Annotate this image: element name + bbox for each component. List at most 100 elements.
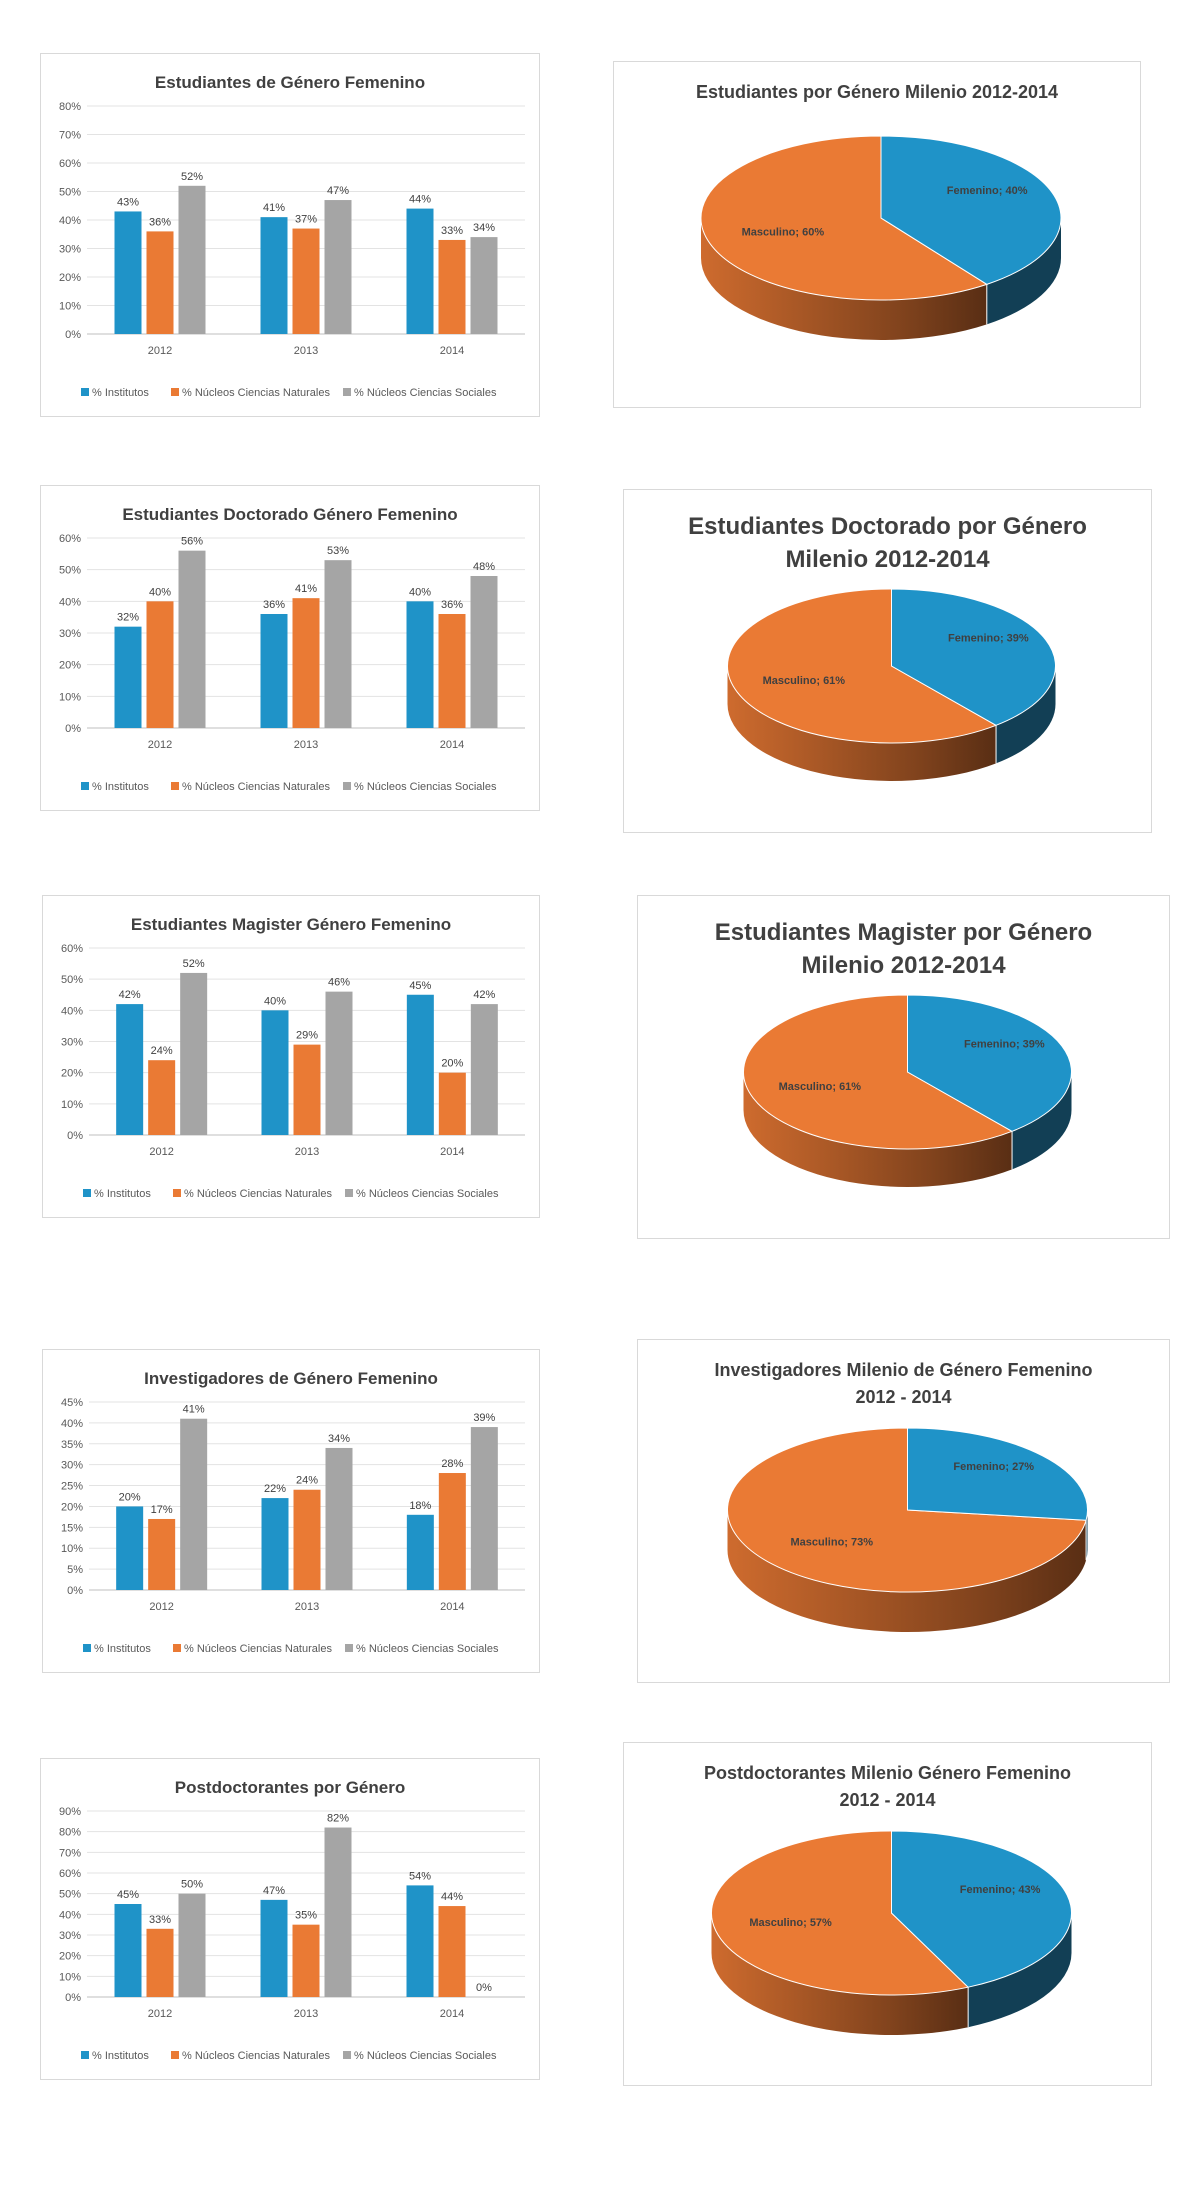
data-label: Masculino; 61%: [763, 675, 846, 687]
x-tick-label: 2014: [440, 1146, 464, 1158]
y-tick-label: 10%: [59, 1971, 81, 1983]
chart-title: 2012 - 2014: [855, 1387, 951, 1407]
data-label: 22%: [264, 1483, 286, 1495]
legend-swatch: [171, 388, 179, 396]
x-tick-label: 2013: [294, 739, 318, 751]
legend-swatch: [343, 388, 351, 396]
data-label: 20%: [119, 1491, 141, 1503]
bar-chart-postdoctorantes: Postdoctorantes por Género 0% 10% 20% 30% 40%…: [40, 1758, 540, 2080]
y-tick-label: 80%: [59, 1827, 81, 1839]
chart-title: Milenio 2012-2014: [785, 546, 990, 573]
data-label: 53%: [327, 545, 349, 557]
chart-title: Investigadores Milenio de Género Femenin…: [714, 1360, 1092, 1380]
y-tick-label: 60%: [59, 1868, 81, 1880]
chart-title: 2012 - 2014: [839, 1790, 935, 1810]
data-label: 36%: [441, 599, 463, 611]
x-tick-label: 2012: [149, 1601, 173, 1613]
bar-0-1: [260, 1899, 288, 1997]
y-tick-label: 10%: [61, 1099, 83, 1111]
pie-chart-estudiantes: Estudiantes por Género Milenio 2012-2014…: [613, 61, 1141, 408]
y-tick-label: 50%: [59, 187, 81, 199]
bar-1-2: [438, 1473, 466, 1590]
y-tick-label: 40%: [61, 1005, 83, 1017]
bar-2-2: [470, 237, 498, 334]
y-tick-label: 20%: [61, 1501, 83, 1513]
masculino-side: [727, 1510, 1087, 1633]
data-label: Femenino; 39%: [948, 633, 1029, 645]
data-label: 33%: [441, 225, 463, 237]
y-tick-label: 0%: [65, 723, 81, 735]
data-label: 46%: [328, 977, 350, 989]
bar-1-2: [438, 614, 466, 728]
x-tick-label: 2013: [294, 345, 318, 357]
bar-2-0: [180, 972, 208, 1135]
data-label: 40%: [149, 586, 171, 598]
bar-1-1: [293, 1044, 321, 1135]
y-tick-label: 0%: [65, 329, 81, 341]
bar-1-2: [438, 239, 466, 334]
data-label: 34%: [473, 222, 495, 234]
y-tick-label: 50%: [59, 1889, 81, 1901]
data-label: 56%: [181, 536, 203, 548]
data-label: 52%: [183, 958, 205, 970]
data-label: 44%: [409, 194, 431, 206]
data-label: 37%: [295, 214, 317, 226]
y-tick-label: 30%: [59, 628, 81, 640]
y-tick-label: 20%: [61, 1068, 83, 1080]
x-tick-label: 2014: [440, 739, 464, 751]
legend-entry: % Núcleos Ciencias Sociales: [356, 1188, 499, 1200]
y-tick-label: 10%: [61, 1543, 83, 1555]
chart-title: Estudiantes de Género Femenino: [155, 73, 425, 92]
data-label: 35%: [295, 1910, 317, 1922]
legend-entry: % Institutos: [94, 1643, 151, 1655]
bar-2-1: [325, 1447, 353, 1590]
data-label: 45%: [409, 980, 431, 992]
bar-2-0: [178, 1893, 206, 1997]
masculino-slice: [743, 994, 1014, 1150]
chart-title: Investigadores de Género Femenino: [144, 1369, 438, 1388]
y-tick-label: 10%: [59, 691, 81, 703]
data-label: 40%: [264, 995, 286, 1007]
data-label: 48%: [473, 561, 495, 573]
legend-entry: % Institutos: [94, 1188, 151, 1200]
y-tick-label: 20%: [59, 660, 81, 672]
legend-entry: % Núcleos Ciencias Naturales: [182, 2050, 330, 2062]
data-label: 42%: [119, 989, 141, 1001]
bar-2-0: [178, 550, 206, 728]
pie-chart-magister: Estudiantes Magister por Género Milenio 2…: [637, 895, 1170, 1239]
data-label: 41%: [183, 1404, 205, 1416]
bar-0-1: [261, 1010, 289, 1135]
y-tick-label: 30%: [59, 244, 81, 256]
legend-swatch: [171, 2051, 179, 2059]
bar-0-2: [406, 208, 434, 334]
masculino-slice: [727, 588, 998, 744]
y-tick-label: 50%: [59, 565, 81, 577]
bar-1-2: [438, 1906, 466, 1997]
legend-entry: % Núcleos Ciencias Naturales: [182, 387, 330, 399]
data-label: 44%: [441, 1891, 463, 1903]
masculino-slice: [711, 1830, 970, 1996]
x-tick-label: 2012: [148, 345, 172, 357]
legend-swatch: [173, 1189, 181, 1197]
y-tick-label: 40%: [59, 1909, 81, 1921]
y-tick-label: 20%: [59, 272, 81, 284]
data-label: Femenino; 27%: [953, 1461, 1034, 1473]
data-label: 41%: [295, 583, 317, 595]
chart-title: Estudiantes Magister por Género: [715, 919, 1092, 946]
bar-chart-magister: Estudiantes Magister Género Femenino 0% 10…: [42, 895, 540, 1218]
y-tick-label: 60%: [61, 943, 83, 955]
legend-swatch: [343, 2051, 351, 2059]
bar-0-2: [406, 1885, 434, 1997]
data-label: 47%: [327, 185, 349, 197]
data-label: 50%: [181, 1879, 203, 1891]
bar-1-1: [292, 228, 320, 334]
femenino-side: [986, 218, 1061, 325]
y-tick-label: 20%: [59, 1951, 81, 1963]
x-tick-label: 2012: [148, 739, 172, 751]
legend-entry: % Núcleos Ciencias Naturales: [182, 781, 330, 793]
bar-1-0: [146, 231, 174, 334]
y-tick-label: 80%: [59, 101, 81, 113]
data-label: Masculino; 61%: [779, 1081, 862, 1093]
x-tick-label: 2012: [148, 2008, 172, 2020]
bar-0-0: [116, 1506, 144, 1590]
